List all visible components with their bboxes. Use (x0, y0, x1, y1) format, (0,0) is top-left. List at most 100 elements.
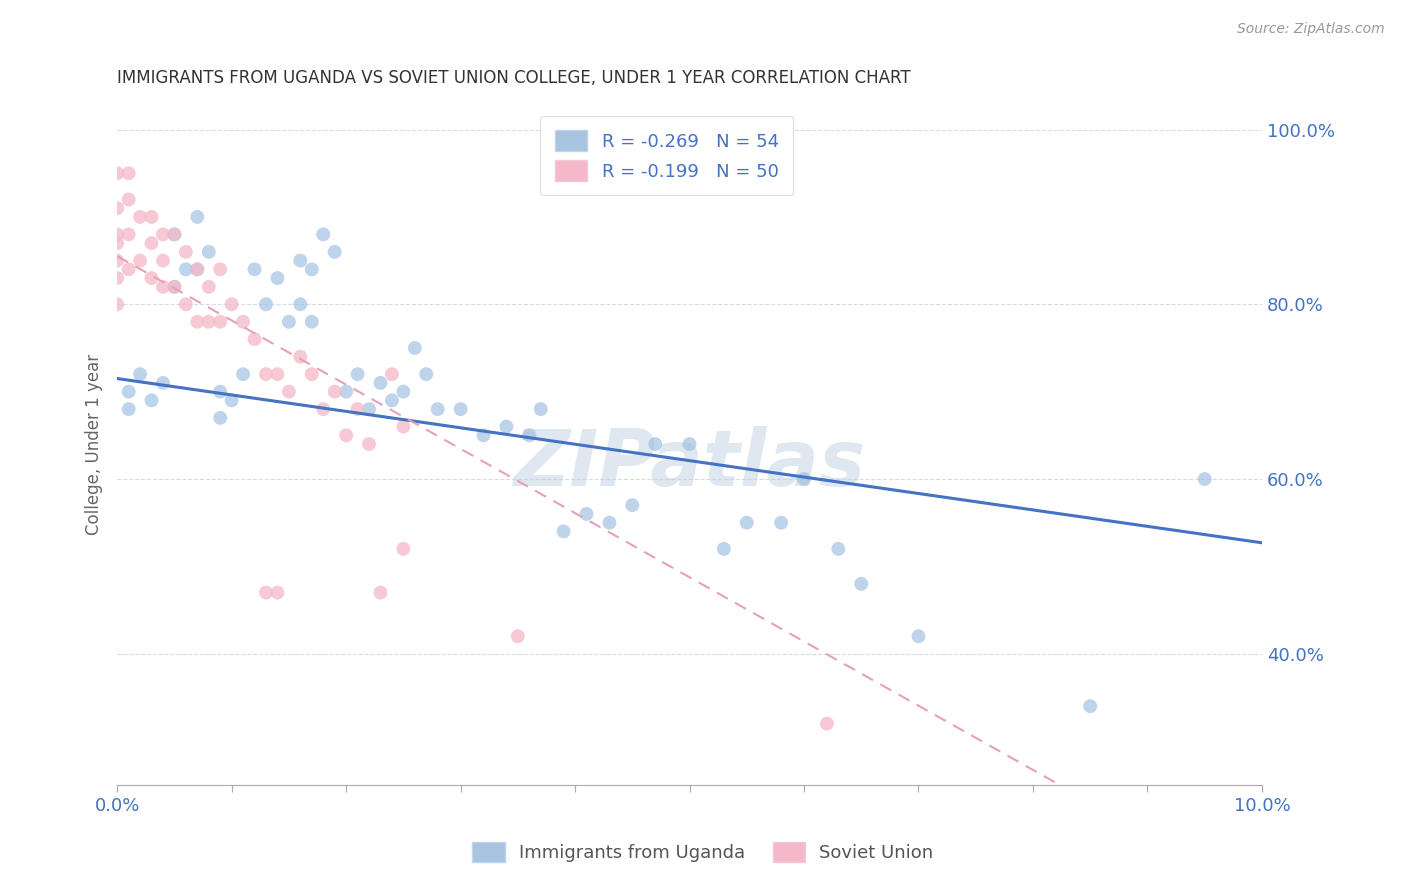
Point (163, 280, 186, 294)
Point (152, 253, 174, 268)
Legend: R = -0.269   N = 54, R = -0.199   N = 50: R = -0.269 N = 54, R = -0.199 N = 50 (540, 116, 793, 195)
Legend: Immigrants from Uganda, Soviet Union: Immigrants from Uganda, Soviet Union (465, 834, 941, 870)
Point (105, 166, 128, 180)
Point (392, 541, 415, 556)
Point (141, 236, 163, 251)
Point (105, 297, 128, 311)
Point (290, 297, 312, 311)
Point (735, 516, 758, 530)
Point (357, 437, 380, 451)
Point (713, 541, 735, 556)
Point (209, 384, 232, 399)
Point (197, 244, 219, 259)
Point (141, 393, 163, 408)
Point (553, 524, 575, 539)
Point (232, 315, 254, 329)
Point (197, 315, 219, 329)
Point (141, 271, 163, 285)
Text: Source: ZipAtlas.com: Source: ZipAtlas.com (1237, 22, 1385, 37)
Point (243, 262, 266, 277)
Point (163, 280, 186, 294)
Point (186, 262, 208, 277)
Point (152, 376, 174, 390)
Point (129, 253, 152, 268)
Point (370, 585, 392, 599)
Point (301, 315, 323, 329)
Point (495, 419, 517, 434)
Point (254, 297, 277, 311)
Point (678, 437, 700, 451)
Point (517, 428, 540, 442)
Point (105, 271, 128, 285)
Point (312, 227, 335, 242)
Point (266, 585, 288, 599)
Point (301, 262, 323, 277)
Point (163, 227, 186, 242)
Point (1194, 472, 1216, 486)
Point (357, 402, 380, 417)
Point (770, 516, 793, 530)
Point (141, 210, 163, 224)
Point (381, 367, 404, 381)
Point (827, 541, 849, 556)
Point (105, 201, 128, 215)
Point (117, 193, 139, 207)
Point (621, 498, 644, 512)
Point (426, 402, 449, 417)
Point (290, 253, 312, 268)
Point (277, 315, 299, 329)
Point (152, 227, 174, 242)
Point (346, 367, 368, 381)
Point (209, 315, 232, 329)
Point (105, 253, 128, 268)
Point (117, 402, 139, 417)
Point (530, 402, 553, 417)
Point (392, 419, 415, 434)
Point (117, 262, 139, 277)
Point (129, 367, 152, 381)
Point (506, 629, 529, 643)
Point (163, 227, 186, 242)
Point (450, 402, 472, 417)
Point (117, 227, 139, 242)
Point (346, 402, 368, 417)
Point (335, 384, 357, 399)
Point (129, 210, 152, 224)
Point (1078, 699, 1101, 714)
Text: IMMIGRANTS FROM UGANDA VS SOVIET UNION COLLEGE, UNDER 1 YEAR CORRELATION CHART: IMMIGRANTS FROM UGANDA VS SOVIET UNION C… (117, 69, 911, 87)
Point (174, 244, 197, 259)
Point (907, 629, 929, 643)
Point (851, 577, 873, 591)
Point (105, 227, 128, 242)
Point (186, 315, 208, 329)
Point (404, 341, 426, 355)
Point (117, 384, 139, 399)
Point (381, 393, 404, 408)
Point (644, 437, 666, 451)
Point (266, 271, 288, 285)
Point (815, 716, 838, 731)
Point (174, 262, 197, 277)
Point (221, 393, 243, 408)
Point (266, 367, 288, 381)
Point (598, 516, 620, 530)
Point (232, 367, 254, 381)
Point (254, 367, 277, 381)
Point (117, 166, 139, 180)
Point (209, 262, 232, 277)
Point (793, 472, 815, 486)
Point (301, 367, 323, 381)
Point (209, 410, 232, 425)
Text: ZIPatlas: ZIPatlas (513, 426, 866, 502)
Point (254, 585, 277, 599)
Point (290, 350, 312, 364)
Point (392, 384, 415, 399)
Point (186, 262, 208, 277)
Point (472, 428, 495, 442)
Point (174, 297, 197, 311)
Point (312, 402, 335, 417)
Point (186, 210, 208, 224)
Point (415, 367, 437, 381)
Point (243, 332, 266, 346)
Point (105, 236, 128, 251)
